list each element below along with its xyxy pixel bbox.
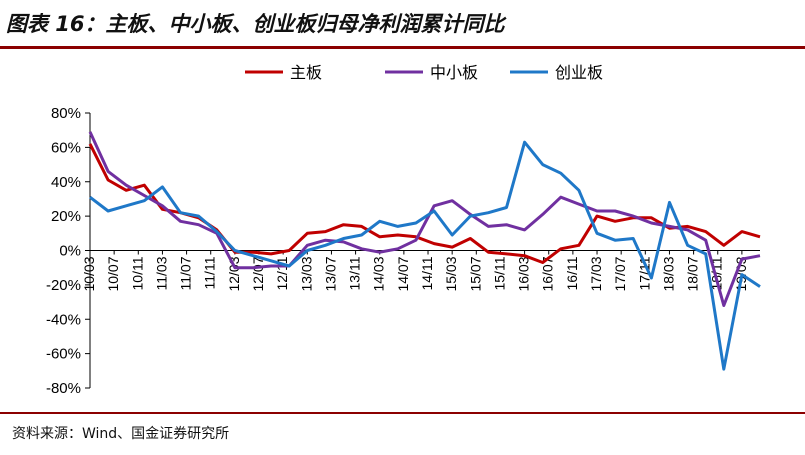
y-tick-label: 0% [59, 243, 81, 260]
series-group [88, 131, 761, 371]
line-chart: 主板 中小板 创业板 80%60%40%20%0%-20%-40%-60%-80% … [46, 64, 761, 397]
x-axis: 10/03 10/07 10/11 11/03 11/07 11/11 12/03 12/07… [81, 250, 760, 292]
y-tick-label: -60% [46, 346, 81, 363]
y-tick-label: -40% [46, 311, 81, 328]
y-axis: 80% 60% 40% 20% 0% -20% -40% -60% -80% [46, 105, 91, 397]
title-bar: 图表 16：主板、中小板、创业板归母净利润累计同比 [0, 0, 805, 49]
x-tick-label: 16/07 [540, 256, 556, 291]
x-tick-label: 12/03 [226, 256, 242, 291]
x-tick-label: 12/07 [250, 256, 266, 291]
legend-label-1: 主板 [290, 64, 322, 82]
x-tick-label: 13/03 [298, 256, 314, 291]
x-tick-label: 10/03 [81, 256, 97, 291]
series-line-2 [88, 131, 761, 307]
source-note: 资料来源：Wind、国金证券研究所 [12, 426, 230, 442]
y-tick-label: 60% [51, 139, 81, 156]
y-tick-label: 80% [51, 105, 81, 122]
x-tick-label: 10/07 [105, 256, 121, 291]
series-line-3 [89, 140, 761, 371]
x-tick-label: 14/03 [371, 256, 387, 291]
legend-label-3: 创业板 [555, 64, 603, 82]
x-tick-label: 16/03 [516, 256, 532, 291]
y-tick-label: -80% [46, 380, 81, 397]
x-tick-label: 17/07 [612, 256, 628, 291]
figure-title: 图表 16：主板、中小板、创业板归母净利润累计同比 [6, 12, 505, 36]
source-bar: 资料来源：Wind、国金证券研究所 [0, 412, 805, 454]
x-tick-label: 18/03 [660, 256, 676, 291]
x-tick-label: 14/11 [419, 256, 435, 290]
x-tick-label: 15/07 [467, 256, 483, 291]
x-tick-label: 18/07 [685, 256, 701, 291]
chart-container: 主板 中小板 创业板 80% 60% 40% 20% 0% -20% -40% -60% -80% … [0, 50, 805, 410]
x-tick-label: 14/07 [395, 256, 411, 291]
x-tick-label: 10/11 [129, 256, 145, 290]
x-tick-label: 17/03 [588, 256, 604, 291]
y-tick-label: -20% [46, 277, 81, 294]
x-tick-label: 11/07 [178, 256, 194, 290]
x-tick-label: 13/07 [322, 256, 338, 291]
x-tick-label: 15/11 [491, 256, 507, 290]
x-tick-label: 15/03 [443, 256, 459, 291]
x-tick-label: 11/11 [202, 256, 218, 289]
legend-label-2: 中小板 [430, 64, 478, 82]
x-tick-label: 11/03 [153, 256, 169, 290]
legend: 主板 中小板 创业板 [245, 64, 603, 82]
x-tick-label: 13/11 [347, 256, 363, 290]
x-tick-label: 16/11 [564, 256, 580, 290]
x-tick-label: 17/11 [636, 256, 652, 290]
y-tick-label: 40% [51, 174, 81, 191]
y-tick-label: 20% [51, 208, 81, 225]
